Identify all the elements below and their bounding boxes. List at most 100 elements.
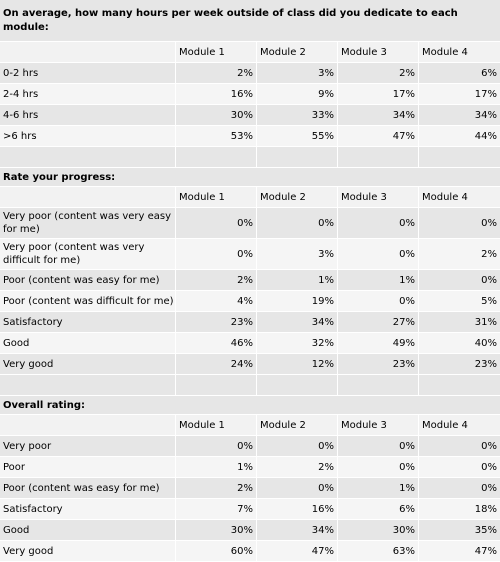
- column-header: Module 2: [257, 187, 338, 208]
- cell-value: 34%: [419, 105, 500, 126]
- table-row: Very poor (content was very easy for me)…: [0, 208, 500, 239]
- cell-value: 3%: [257, 239, 338, 270]
- cell-value: 0%: [338, 436, 419, 457]
- row-label: 4-6 hrs: [0, 105, 176, 126]
- cell-value: 31%: [419, 312, 500, 333]
- cell-value: 2%: [176, 63, 257, 84]
- cell-value: 63%: [338, 541, 419, 562]
- header-blank: [0, 415, 176, 436]
- section-title-row: On average, how many hours per week outs…: [0, 0, 500, 42]
- cell-value: 60%: [176, 541, 257, 562]
- cell-value: 2%: [176, 478, 257, 499]
- cell-value: 5%: [419, 291, 500, 312]
- cell-value: 0%: [338, 457, 419, 478]
- cell-value: 34%: [257, 312, 338, 333]
- row-label: Poor: [0, 457, 176, 478]
- cell-value: 30%: [176, 105, 257, 126]
- section1-title: On average, how many hours per week outs…: [0, 0, 500, 42]
- cell-value: 17%: [338, 84, 419, 105]
- cell-value: 4%: [176, 291, 257, 312]
- cell-value: 7%: [176, 499, 257, 520]
- cell-value: 2%: [257, 457, 338, 478]
- table-row: Satisfactory 7% 16% 6% 18%: [0, 499, 500, 520]
- cell-value: 30%: [338, 520, 419, 541]
- section3-title: Overall rating:: [0, 396, 500, 415]
- row-label: 0-2 hrs: [0, 63, 176, 84]
- cell-value: 1%: [257, 270, 338, 291]
- cell-value: 17%: [419, 84, 500, 105]
- cell-value: 0%: [419, 436, 500, 457]
- cell-value: 0%: [419, 208, 500, 239]
- column-header: Module 1: [176, 415, 257, 436]
- row-label: Very good: [0, 541, 176, 562]
- column-header: Module 3: [338, 415, 419, 436]
- column-header: Module 4: [419, 42, 500, 63]
- cell-value: 12%: [257, 354, 338, 375]
- cell-value: 55%: [257, 126, 338, 147]
- row-label: Satisfactory: [0, 499, 176, 520]
- cell-value: 0%: [419, 270, 500, 291]
- spacer-row: [0, 147, 500, 168]
- column-header: Module 1: [176, 187, 257, 208]
- row-label: Poor (content was easy for me): [0, 478, 176, 499]
- table-row: 4-6 hrs 30% 33% 34% 34%: [0, 105, 500, 126]
- cell-value: 9%: [257, 84, 338, 105]
- cell-value: 34%: [257, 520, 338, 541]
- table-row: Poor 1% 2% 0% 0%: [0, 457, 500, 478]
- cell-value: 0%: [257, 478, 338, 499]
- cell-value: 0%: [257, 208, 338, 239]
- cell-value: 27%: [338, 312, 419, 333]
- column-header-row: Module 1 Module 2 Module 3 Module 4: [0, 187, 500, 208]
- table-row: Very poor (content was very difficult fo…: [0, 239, 500, 270]
- cell-value: 47%: [257, 541, 338, 562]
- table-row: Good 46% 32% 49% 40%: [0, 333, 500, 354]
- cell-value: 18%: [419, 499, 500, 520]
- table-row: Poor (content was difficult for me) 4% 1…: [0, 291, 500, 312]
- column-header: Module 4: [419, 187, 500, 208]
- cell-value: 33%: [257, 105, 338, 126]
- table-row: Satisfactory 23% 34% 27% 31%: [0, 312, 500, 333]
- cell-value: 2%: [419, 239, 500, 270]
- column-header: Module 2: [257, 415, 338, 436]
- cell-value: 24%: [176, 354, 257, 375]
- table-row: Good 30% 34% 30% 35%: [0, 520, 500, 541]
- cell-value: 0%: [176, 436, 257, 457]
- table-row: Very poor 0% 0% 0% 0%: [0, 436, 500, 457]
- cell-value: 30%: [176, 520, 257, 541]
- cell-value: 6%: [419, 63, 500, 84]
- row-label: Very poor: [0, 436, 176, 457]
- cell-value: 0%: [176, 239, 257, 270]
- column-header-row: Module 1 Module 2 Module 3 Module 4: [0, 415, 500, 436]
- cell-value: 0%: [338, 291, 419, 312]
- column-header: Module 3: [338, 187, 419, 208]
- cell-value: 2%: [338, 63, 419, 84]
- row-label: Satisfactory: [0, 312, 176, 333]
- cell-value: 0%: [419, 457, 500, 478]
- cell-value: 1%: [338, 478, 419, 499]
- section2-title: Rate your progress:: [0, 168, 500, 187]
- row-label: 2-4 hrs: [0, 84, 176, 105]
- row-label: Poor (content was easy for me): [0, 270, 176, 291]
- spacer-row: [0, 375, 500, 396]
- row-label: Very good: [0, 354, 176, 375]
- header-blank: [0, 42, 176, 63]
- row-label: Good: [0, 520, 176, 541]
- section-title-row: Rate your progress:: [0, 168, 500, 187]
- cell-value: 3%: [257, 63, 338, 84]
- section-title-row: Overall rating:: [0, 396, 500, 415]
- cell-value: 2%: [176, 270, 257, 291]
- row-label: >6 hrs: [0, 126, 176, 147]
- cell-value: 1%: [338, 270, 419, 291]
- column-header: Module 4: [419, 415, 500, 436]
- cell-value: 47%: [338, 126, 419, 147]
- cell-value: 6%: [338, 499, 419, 520]
- cell-value: 34%: [338, 105, 419, 126]
- cell-value: 23%: [419, 354, 500, 375]
- cell-value: 0%: [338, 239, 419, 270]
- cell-value: 0%: [338, 208, 419, 239]
- cell-value: 0%: [257, 436, 338, 457]
- table-row: 0-2 hrs 2% 3% 2% 6%: [0, 63, 500, 84]
- column-header: Module 1: [176, 42, 257, 63]
- cell-value: 40%: [419, 333, 500, 354]
